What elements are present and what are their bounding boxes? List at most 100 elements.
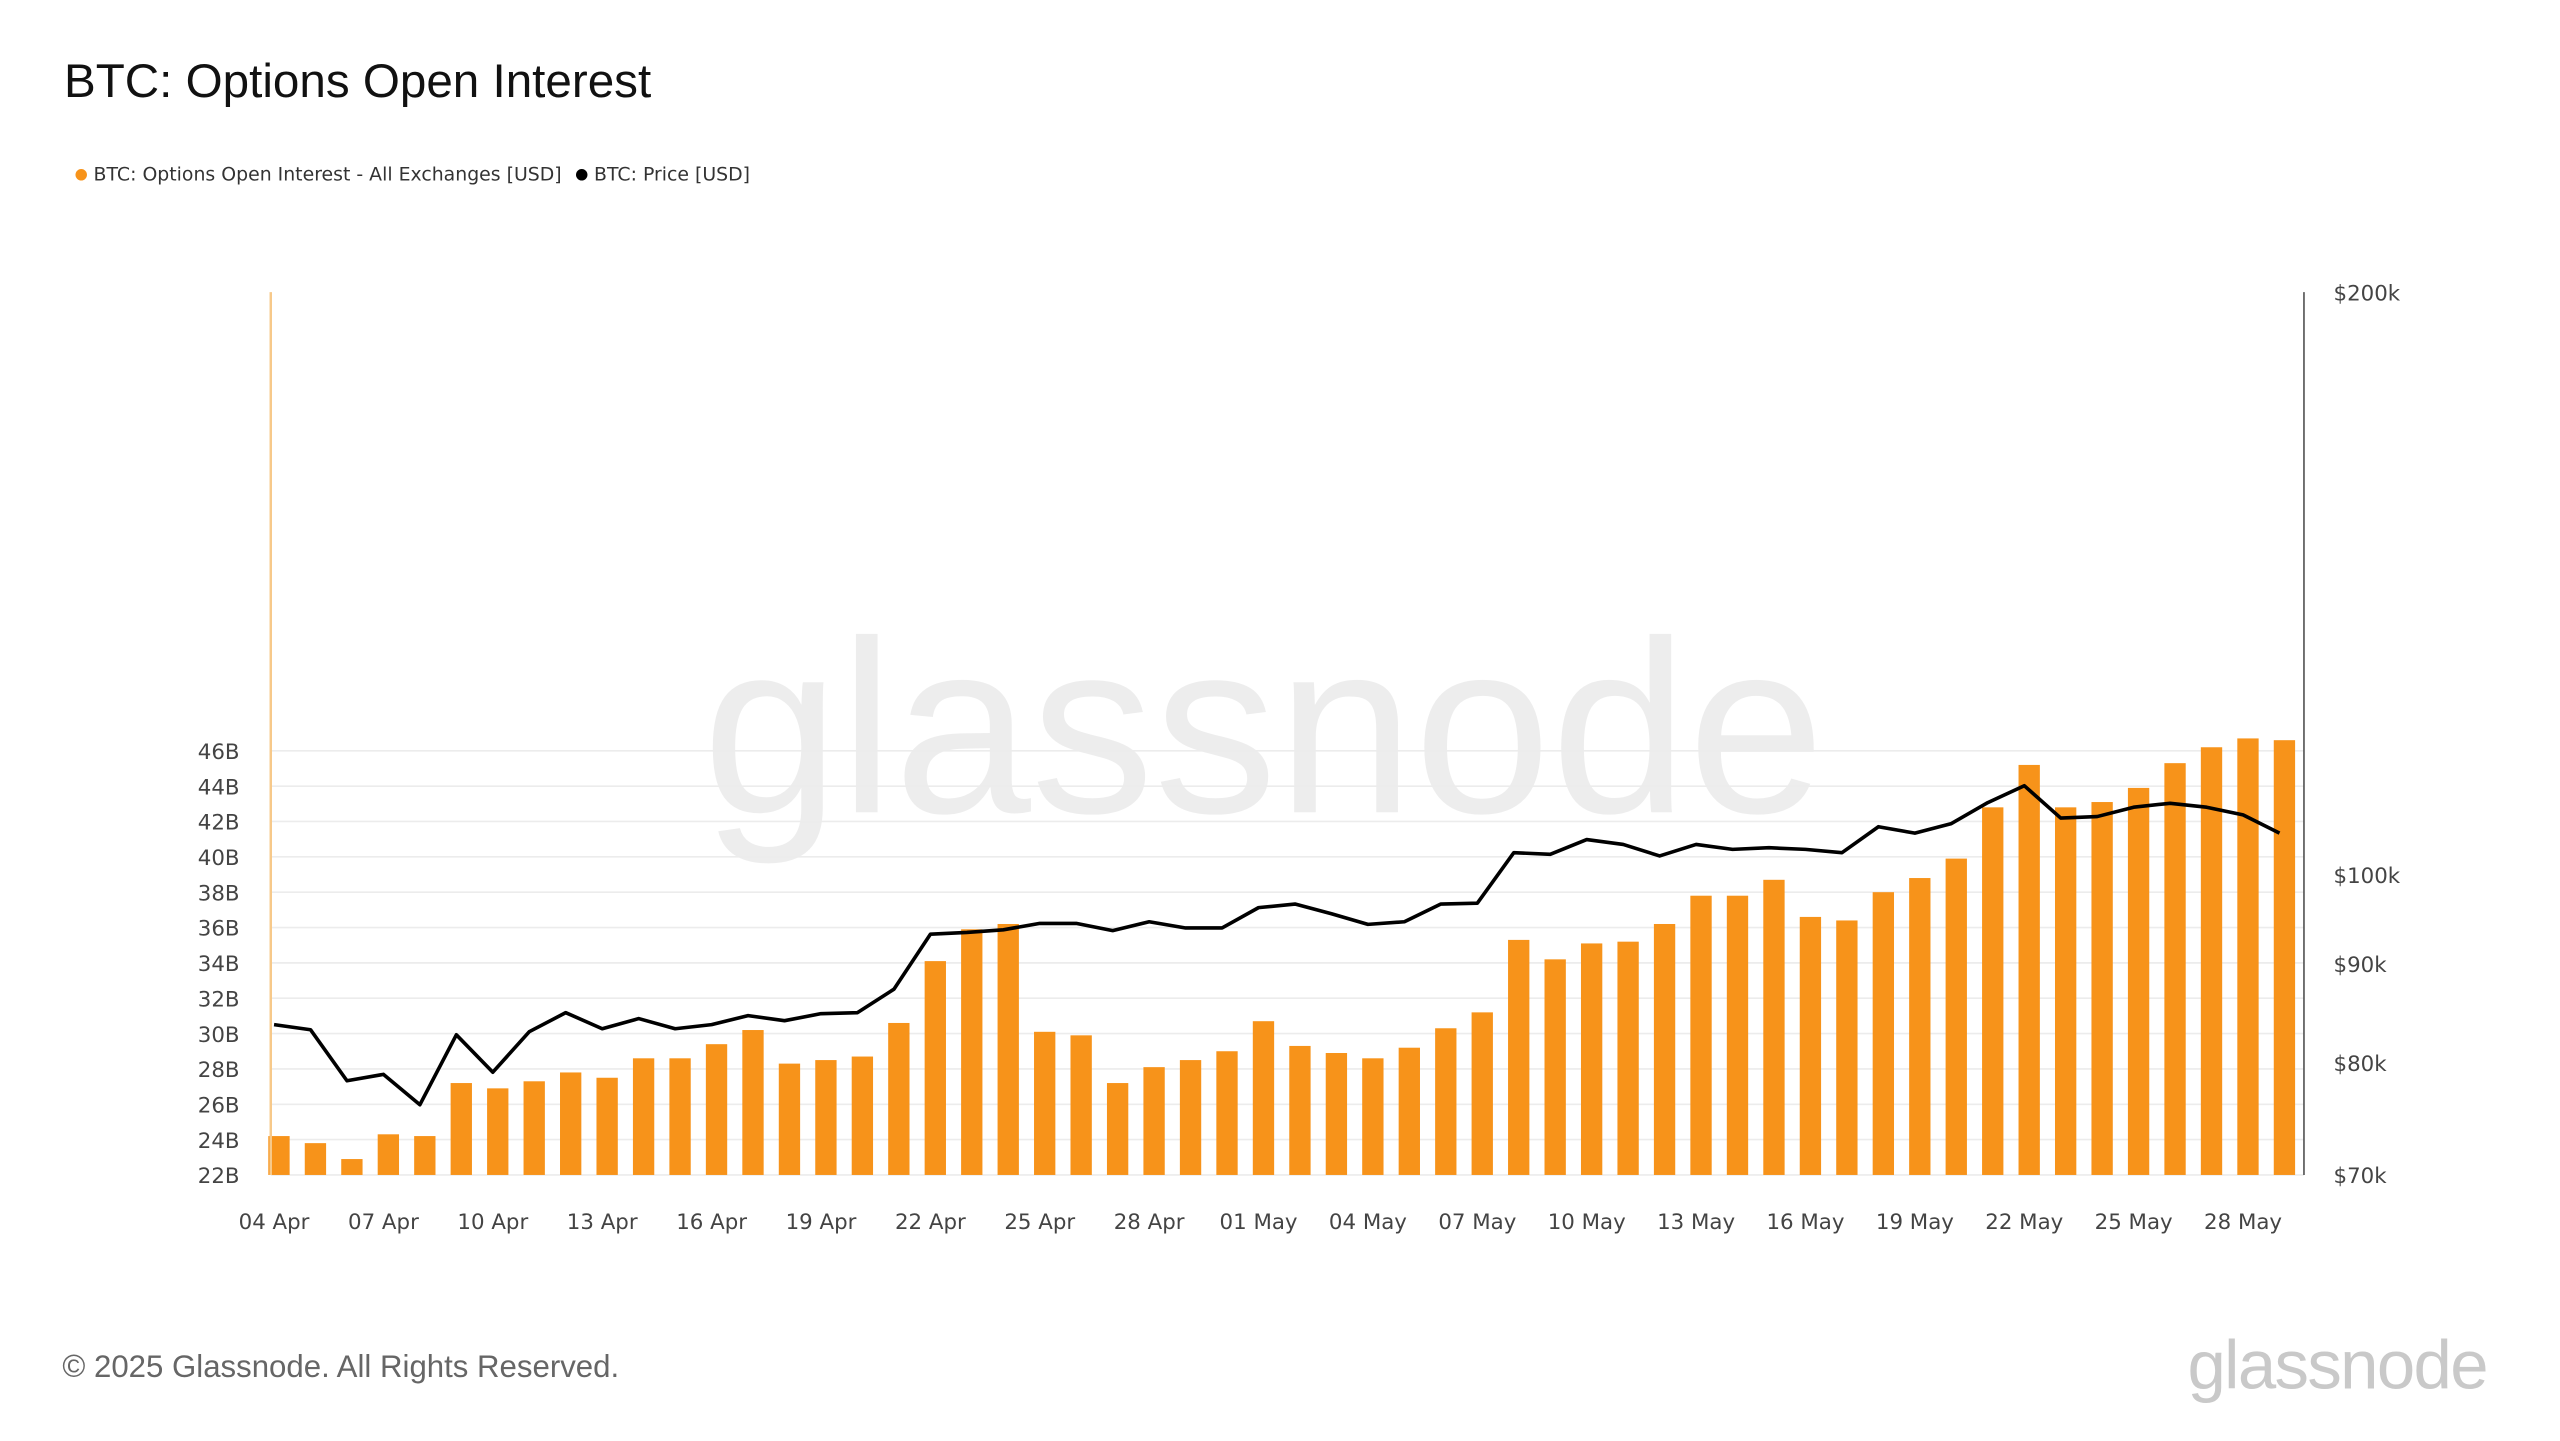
left-axis-tick-label: 36B <box>198 917 240 942</box>
oi-bar <box>1435 1028 1457 1175</box>
orange-dot-icon <box>75 168 87 180</box>
oi-bar <box>1362 1058 1384 1175</box>
legend-item-price[interactable]: BTC: Price [USD] <box>575 162 751 186</box>
oi-bar <box>1653 923 1676 1175</box>
oi-bar <box>560 1072 582 1175</box>
oi-bar <box>669 1058 691 1175</box>
oi-bar <box>1909 878 1931 1175</box>
x-axis-tick-label: 07 May <box>1438 1210 1516 1235</box>
glassnode-logo: glassnode <box>2187 1325 2488 1404</box>
oi-bar <box>377 1134 400 1175</box>
x-axis-tick-label: 28 May <box>2204 1210 2282 1235</box>
left-axis-tick-label: 26B <box>198 1093 240 1118</box>
oi-bar <box>1726 895 1749 1175</box>
right-axis-tick-label: $70k <box>2334 1164 2388 1189</box>
oi-bar <box>1070 1035 1092 1175</box>
oi-bar <box>1034 1031 1056 1175</box>
x-axis-tick-label: 22 May <box>1985 1210 2063 1235</box>
black-dot-icon <box>575 168 588 180</box>
x-axis-tick-label: 19 Apr <box>786 1210 857 1235</box>
oi-bar <box>1763 879 1785 1175</box>
oi-bar <box>1836 920 1858 1175</box>
x-axis-tick-label: 22 Apr <box>895 1210 966 1235</box>
oi-bar <box>2164 763 2186 1175</box>
left-axis-tick-label: 42B <box>198 811 240 836</box>
oi-bar <box>1544 959 1566 1175</box>
left-axis-tick-label: 28B <box>198 1058 240 1083</box>
oi-bar <box>2237 738 2259 1175</box>
oi-bar <box>341 1159 363 1175</box>
oi-bar <box>1617 941 1639 1175</box>
oi-bar <box>1945 858 1967 1175</box>
x-axis-tick-label: 04 Apr <box>239 1210 310 1235</box>
x-axis-tick-label: 07 Apr <box>348 1210 419 1235</box>
oi-bar <box>2018 764 2040 1175</box>
oi-bar <box>2091 802 2113 1175</box>
x-axis-tick-label: 25 Apr <box>1004 1210 1075 1235</box>
oi-bar <box>742 1030 764 1175</box>
x-axis-tick-label: 13 Apr <box>567 1210 638 1235</box>
left-axis-tick-label: 24B <box>198 1129 240 1154</box>
x-axis-tick-label: 25 May <box>2095 1210 2173 1235</box>
left-axis-tick-label: 38B <box>198 881 240 906</box>
oi-bar <box>268 1136 290 1175</box>
oi-bar <box>1690 895 1712 1175</box>
oi-bar <box>2200 747 2223 1175</box>
oi-bar <box>1143 1067 1165 1175</box>
left-axis-tick-label: 40B <box>198 846 240 871</box>
oi-bar <box>1106 1083 1129 1175</box>
oi-bar <box>961 929 983 1175</box>
copyright-footer: © 2025 Glassnode. All Rights Reserved. <box>62 1350 620 1386</box>
left-axis-tick-label: 46B <box>198 740 240 765</box>
x-axis-tick-label: 10 May <box>1548 1210 1626 1235</box>
left-axis-tick-label: 44B <box>198 775 240 800</box>
legend-item-open-interest[interactable]: BTC: Options Open Interest - All Exchang… <box>75 162 562 186</box>
oi-bar <box>1872 892 1895 1175</box>
left-axis-tick-label: 30B <box>198 1023 240 1048</box>
x-axis-tick-label: 13 May <box>1657 1210 1735 1235</box>
oi-bar <box>851 1056 874 1175</box>
legend-label: BTC: Options Open Interest - All Exchang… <box>93 162 562 186</box>
oi-bar <box>1580 943 1603 1175</box>
oi-bar <box>1179 1060 1202 1175</box>
oi-bar <box>1982 807 2004 1175</box>
x-axis-tick-label: 10 Apr <box>457 1210 528 1235</box>
left-axis-tick-label: 34B <box>198 952 240 977</box>
oi-bar <box>632 1058 655 1175</box>
oi-bar <box>1799 916 1822 1175</box>
oi-bar <box>815 1060 837 1175</box>
x-axis-tick-label: 19 May <box>1876 1210 1954 1235</box>
oi-bar <box>2054 807 2077 1175</box>
oi-bar <box>1289 1045 1311 1175</box>
legend-label: BTC: Price [USD] <box>594 162 751 186</box>
left-axis-tick-label: 32B <box>198 987 240 1012</box>
oi-bar <box>2273 740 2296 1175</box>
oi-bar <box>1471 1012 1493 1175</box>
oi-bar <box>523 1081 545 1175</box>
oi-bar <box>414 1136 436 1175</box>
oi-bar <box>487 1088 509 1175</box>
price-line <box>273 783 2281 1107</box>
oi-bar <box>596 1077 618 1175</box>
right-axis-tick-label: $90k <box>2334 953 2388 978</box>
oi-bar <box>705 1044 728 1175</box>
oi-bar <box>1216 1051 1238 1175</box>
x-axis-tick-label: 01 May <box>1220 1210 1298 1235</box>
oi-bar <box>997 923 1019 1175</box>
x-axis-tick-label: 16 Apr <box>676 1210 747 1235</box>
right-axis-tick-label: $100k <box>2334 864 2401 889</box>
oi-bar <box>778 1063 801 1175</box>
oi-bar <box>304 1143 327 1175</box>
right-axis-tick-label: $200k <box>2334 281 2401 306</box>
x-axis-tick-label: 04 May <box>1329 1210 1407 1235</box>
oi-bar <box>1398 1047 1420 1175</box>
oi-bar <box>1252 1021 1275 1175</box>
oi-bar <box>2127 787 2150 1175</box>
oi-bar <box>924 961 946 1175</box>
oi-bar <box>450 1083 472 1175</box>
oi-bar <box>1508 939 1530 1175</box>
x-axis-tick-label: 16 May <box>1766 1210 1844 1235</box>
oi-bar <box>888 1022 910 1175</box>
